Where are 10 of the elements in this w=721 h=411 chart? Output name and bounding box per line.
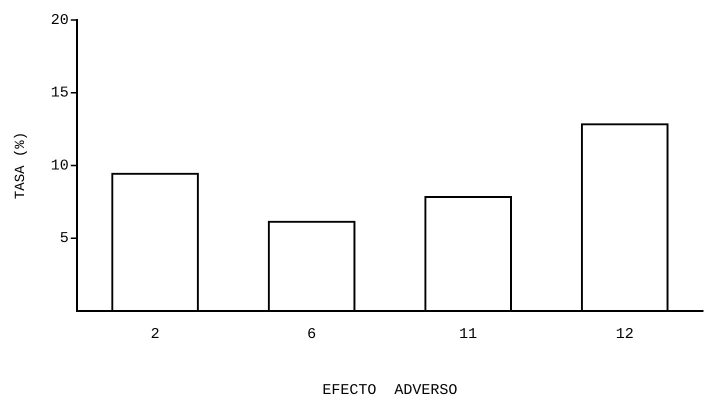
y-tick-label: 15: [50, 84, 69, 102]
x-tick-label: 11: [459, 326, 478, 343]
y-tick-label: 20: [50, 12, 69, 29]
y-tick-label: 10: [50, 157, 69, 174]
x-tick-label: 2: [150, 326, 160, 343]
x-tick-label: 12: [616, 326, 634, 343]
x-tick-label: 6: [307, 326, 316, 343]
x-axis-title: EFECTO ADVERSO: [322, 382, 458, 399]
y-tick-label: 5: [60, 230, 69, 248]
y-axis-title: TASA (%): [13, 132, 30, 200]
